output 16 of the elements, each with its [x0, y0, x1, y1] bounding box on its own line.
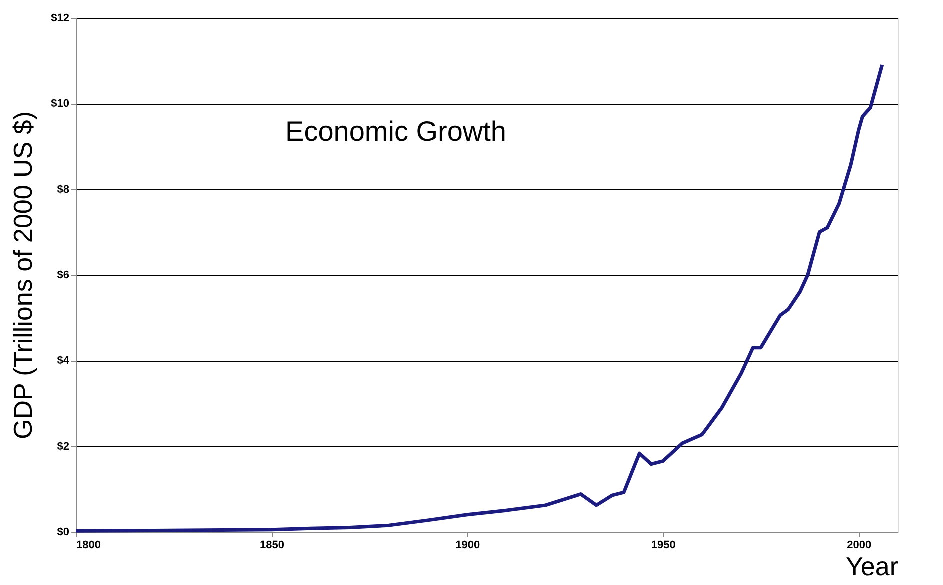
x-tick-label: 1900	[456, 540, 480, 552]
y-tick-label: $6	[57, 270, 70, 282]
y-tick-label: $2	[57, 440, 70, 453]
y-tick-label: $8	[57, 184, 70, 196]
x-tick-label: 1850	[260, 540, 284, 552]
annotation: Economic Growth	[286, 116, 506, 147]
x-tick-label: 1800	[76, 540, 101, 552]
x-tick-label: 2000	[847, 540, 872, 552]
x-axis-title: Year	[846, 552, 899, 582]
y-tick-label: $4	[57, 355, 70, 368]
y-tick-label: $10	[51, 98, 70, 110]
y-tick-label: $0	[57, 526, 70, 538]
y-axis-title: GDP (Trillions of 2000 US $)	[8, 111, 38, 440]
y-tick-label: $12	[51, 12, 70, 24]
x-tick-label: 1950	[651, 540, 676, 552]
line-series	[74, 63, 884, 533]
